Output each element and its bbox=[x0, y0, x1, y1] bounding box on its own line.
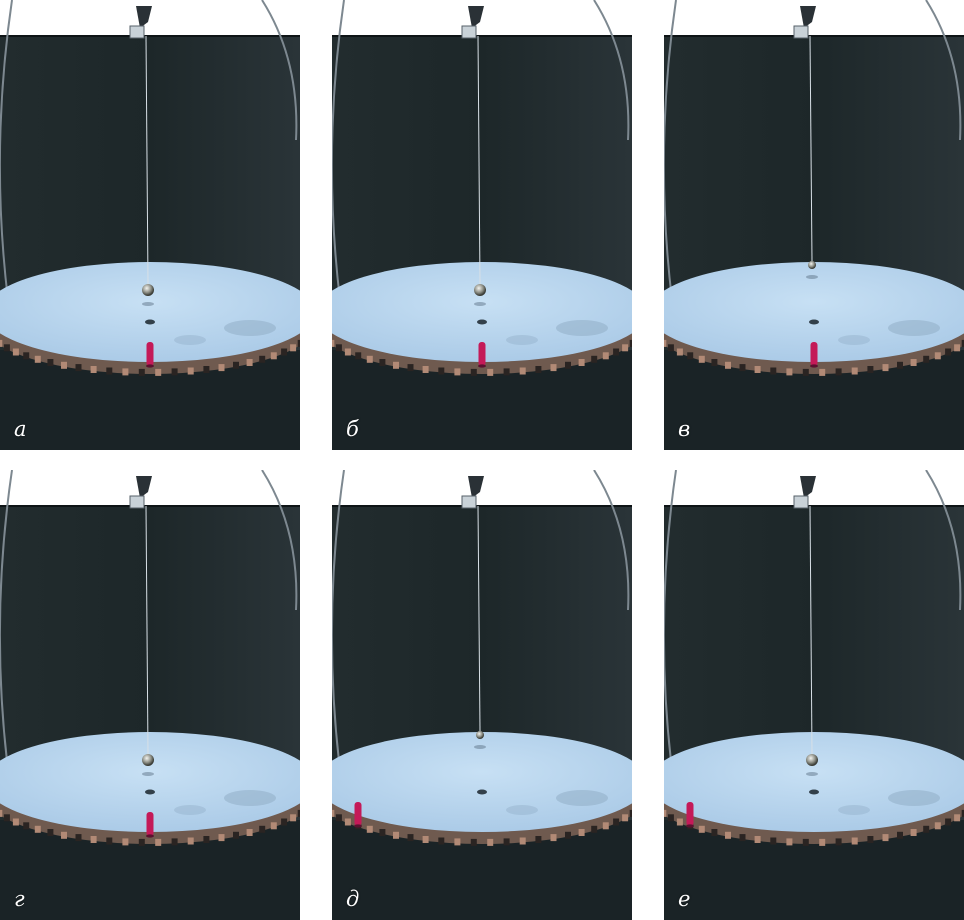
pendulum-photo-c bbox=[664, 0, 964, 450]
ball-shadow bbox=[474, 302, 486, 306]
clamp bbox=[461, 6, 484, 39]
table-center-mark bbox=[145, 789, 155, 795]
support-wire-right bbox=[261, 0, 298, 141]
table-center-mark bbox=[477, 789, 487, 795]
pendulum-ball bbox=[808, 261, 816, 269]
pendulum-ball bbox=[476, 731, 484, 739]
pendulum-ball bbox=[142, 754, 154, 766]
support-wire-right bbox=[925, 0, 962, 141]
support-wire-right bbox=[925, 470, 962, 611]
pendulum-thread bbox=[477, 35, 481, 285]
pendulum-photo-e bbox=[332, 470, 632, 920]
ball-shadow bbox=[142, 772, 154, 776]
support-wire-right bbox=[261, 470, 298, 611]
photo-panel-f: е bbox=[664, 470, 964, 920]
table-smudge bbox=[838, 805, 870, 815]
table-top bbox=[332, 262, 632, 362]
red-pin bbox=[354, 802, 362, 826]
red-pin bbox=[146, 342, 154, 366]
table-rim-pattern bbox=[664, 339, 964, 376]
pendulum-ball bbox=[474, 284, 486, 296]
pendulum-ball bbox=[142, 284, 154, 296]
support-wire-left bbox=[332, 470, 345, 771]
table-center-mark bbox=[809, 789, 819, 795]
pendulum-photo-d bbox=[0, 470, 300, 920]
red-pin bbox=[146, 812, 154, 836]
pendulum-photo-f bbox=[664, 470, 964, 920]
support-wire-left bbox=[0, 470, 13, 771]
table-top bbox=[332, 732, 632, 832]
table-smudge bbox=[174, 335, 206, 345]
clamp bbox=[461, 476, 484, 509]
photo-panel-b: б bbox=[332, 0, 632, 450]
pendulum-photo-a bbox=[0, 0, 300, 450]
table-top bbox=[664, 732, 964, 832]
pendulum-thread bbox=[477, 505, 481, 732]
table-center-mark bbox=[145, 319, 155, 325]
ball-shadow bbox=[806, 772, 818, 776]
support-wire-right bbox=[593, 0, 630, 141]
support-wire-left bbox=[0, 0, 13, 301]
panel-label-d: г bbox=[14, 887, 25, 911]
support-wire-left bbox=[664, 0, 677, 301]
table-rim-pattern bbox=[664, 809, 964, 846]
clamp bbox=[793, 476, 816, 509]
table-smudge bbox=[556, 790, 608, 806]
red-pin bbox=[810, 342, 818, 366]
photo-panel-a: а bbox=[0, 0, 300, 450]
clamp bbox=[129, 476, 152, 509]
pendulum-photo-b bbox=[332, 0, 632, 450]
ball-shadow bbox=[142, 302, 154, 306]
table-smudge bbox=[838, 335, 870, 345]
panel-label-b: б bbox=[346, 417, 359, 441]
panel-label-a: а bbox=[14, 417, 27, 441]
table-top bbox=[0, 262, 300, 362]
table-smudge bbox=[888, 320, 940, 336]
table-smudge bbox=[174, 805, 206, 815]
photo-panel-e: д bbox=[332, 470, 632, 920]
photo-panel-d: г bbox=[0, 470, 300, 920]
table-rim-pattern bbox=[0, 339, 300, 376]
support-wire-right bbox=[593, 470, 630, 611]
red-pin bbox=[478, 342, 486, 366]
ball-shadow bbox=[806, 275, 818, 279]
panel-label-e: д bbox=[346, 887, 360, 911]
table-smudge bbox=[506, 335, 538, 345]
red-pin bbox=[686, 802, 694, 826]
pendulum-thread bbox=[145, 505, 149, 755]
table-top bbox=[664, 262, 964, 362]
photo-panel-c: в bbox=[664, 0, 964, 450]
table-rim-pattern bbox=[332, 339, 632, 376]
table-smudge bbox=[506, 805, 538, 815]
table-top bbox=[0, 732, 300, 832]
table-rim-pattern bbox=[0, 809, 300, 846]
pendulum-thread bbox=[809, 35, 813, 262]
table-center-mark bbox=[809, 319, 819, 325]
table-smudge bbox=[888, 790, 940, 806]
support-wire-left bbox=[332, 0, 345, 301]
ball-shadow bbox=[474, 745, 486, 749]
panel-label-f: е bbox=[678, 887, 691, 911]
table-smudge bbox=[224, 320, 276, 336]
pendulum-ball bbox=[806, 754, 818, 766]
panel-label-c: в bbox=[678, 417, 691, 441]
pendulum-thread bbox=[809, 505, 813, 755]
table-center-mark bbox=[477, 319, 487, 325]
support-wire-left bbox=[664, 470, 677, 771]
table-smudge bbox=[556, 320, 608, 336]
clamp bbox=[129, 6, 152, 39]
table-smudge bbox=[224, 790, 276, 806]
clamp bbox=[793, 6, 816, 39]
pendulum-thread bbox=[145, 35, 149, 285]
